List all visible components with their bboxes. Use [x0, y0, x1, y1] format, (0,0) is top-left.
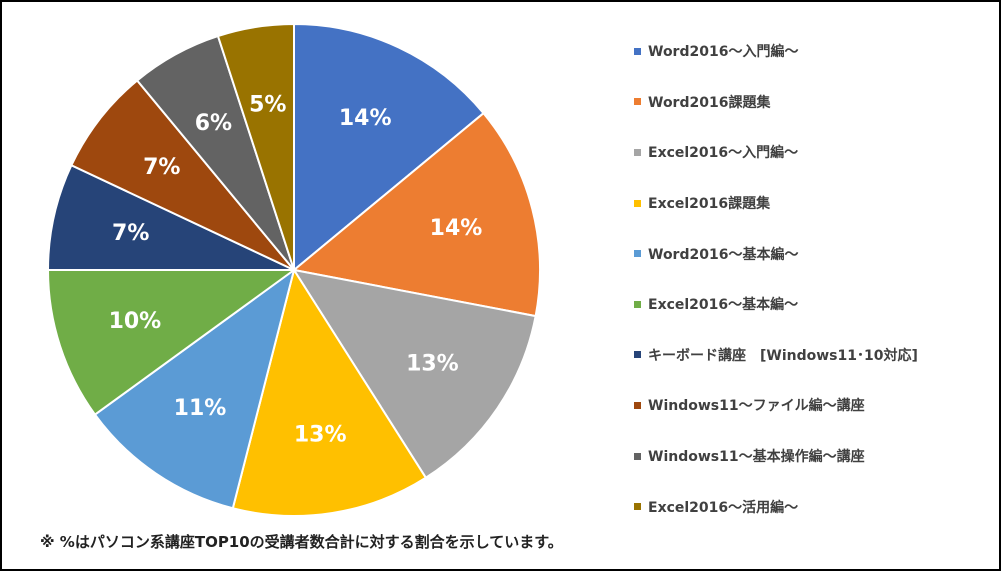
pie-slice	[291, 268, 537, 480]
pie-slice	[291, 111, 541, 318]
legend-item: Word2016～基本編～	[634, 228, 918, 279]
legend-item: キーボード講座 [Windows11･10対応]	[634, 330, 918, 381]
pie-slice	[46, 163, 295, 271]
slice-label: 7%	[112, 221, 149, 246]
slice-label: 11%	[174, 396, 227, 421]
legend-swatch	[634, 98, 641, 106]
pie-slice	[70, 79, 295, 271]
legend-item: Windows11～基本操作編～講座	[634, 431, 918, 482]
legend-item: Excel2016～入門編～	[634, 127, 918, 178]
slice-label: 7%	[143, 155, 180, 180]
slice-label: 13%	[406, 352, 459, 377]
legend-swatch	[634, 452, 641, 460]
legend: Word2016～入門編～ Word2016課題集 Excel2016～入門編～ Ex…	[634, 26, 918, 532]
slice-label: 6%	[195, 111, 232, 136]
slice-label: 5%	[249, 92, 286, 117]
pie-slice	[293, 22, 485, 273]
legend-item: Excel2016～活用編～	[634, 481, 918, 532]
legend-swatch	[634, 351, 641, 359]
legend-item: Excel2016～基本編～	[634, 279, 918, 330]
legend-item: Word2016課題集	[634, 77, 918, 128]
legend-label: Excel2016課題集	[648, 196, 771, 213]
legend-swatch	[634, 300, 641, 308]
legend-item: Word2016～入門編～	[634, 26, 918, 77]
slice-label: 14%	[430, 216, 483, 241]
pie-slice	[216, 22, 295, 271]
legend-swatch	[634, 503, 641, 511]
legend-swatch	[634, 250, 641, 258]
legend-label: Excel2016～活用編～	[648, 499, 799, 516]
legend-swatch	[634, 148, 641, 156]
legend-label: Word2016～基本編～	[648, 246, 799, 263]
legend-swatch	[634, 401, 641, 409]
pie-slice	[46, 269, 298, 416]
legend-label: Word2016課題集	[648, 94, 771, 111]
pie-slice	[231, 267, 428, 517]
slice-label: 13%	[294, 423, 347, 448]
pie-slice	[93, 267, 296, 510]
legend-label: Excel2016～入門編～	[648, 145, 799, 162]
legend-item: Excel2016課題集	[634, 178, 918, 229]
legend-label: Windows11～ファイル編～講座	[648, 398, 865, 415]
slice-label: 14%	[339, 106, 392, 131]
slice-label: 10%	[109, 309, 162, 334]
legend-label: Windows11～基本操作編～講座	[648, 449, 865, 466]
footnote: ※ %はパソコン系講座TOP10の受講者数合計に対する割合を示しています。	[40, 533, 563, 551]
legend-label: キーボード講座 [Windows11･10対応]	[648, 347, 918, 364]
legend-label: Excel2016～基本編～	[648, 297, 799, 314]
legend-swatch	[634, 47, 641, 55]
legend-item: Windows11～ファイル編～講座	[634, 380, 918, 431]
legend-swatch	[634, 199, 641, 207]
legend-label: Word2016～入門編～	[648, 44, 799, 61]
